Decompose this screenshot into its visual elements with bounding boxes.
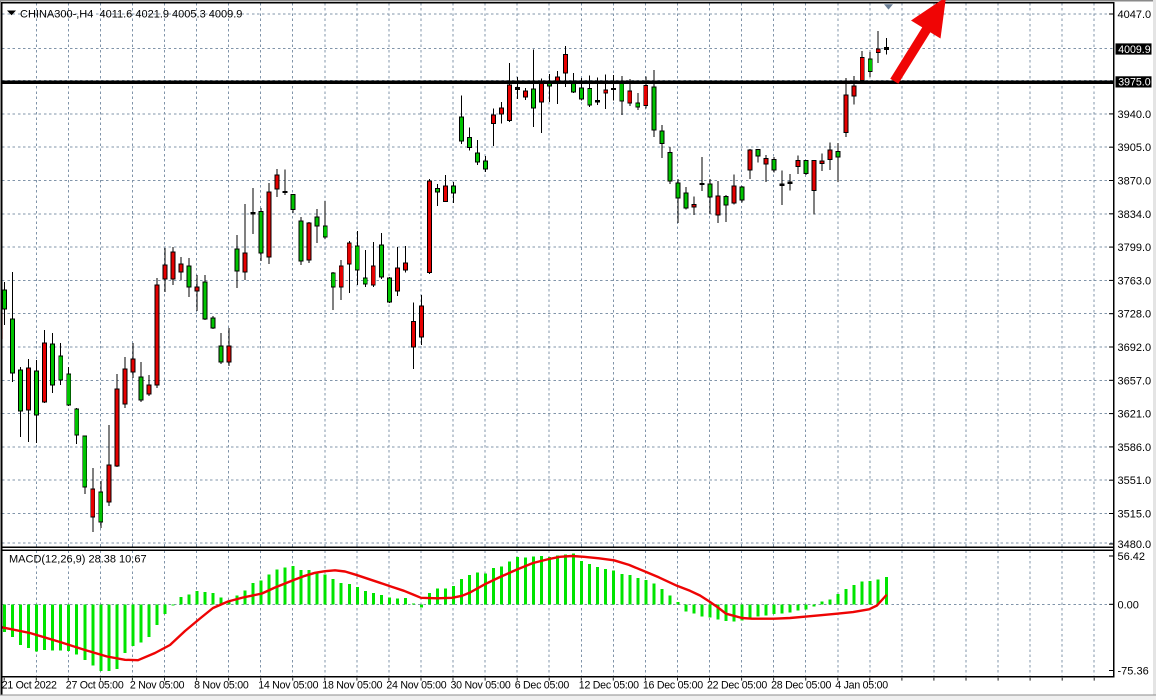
svg-text:27 Oct 05:00: 27 Oct 05:00	[66, 680, 124, 692]
svg-text:2 Nov 05:00: 2 Nov 05:00	[130, 680, 185, 692]
svg-text:3692.0: 3692.0	[1118, 342, 1152, 354]
svg-text:3515.0: 3515.0	[1118, 509, 1152, 521]
svg-text:3799.0: 3799.0	[1118, 242, 1152, 254]
svg-text:3586.0: 3586.0	[1118, 442, 1152, 454]
svg-text:CHINA300-,H4 4011.6 4021.9 40: CHINA300-,H4 4011.6 4021.9 4005.3 4009.9	[20, 9, 242, 21]
svg-text:3551.0: 3551.0	[1118, 475, 1152, 487]
svg-text:4 Jan 05:00: 4 Jan 05:00	[835, 680, 888, 692]
svg-text:6 Dec 05:00: 6 Dec 05:00	[515, 680, 570, 692]
svg-text:21 Oct 2022: 21 Oct 2022	[2, 680, 57, 692]
svg-text:24 Nov 05:00: 24 Nov 05:00	[386, 680, 446, 692]
svg-text:3834.0: 3834.0	[1118, 209, 1152, 221]
svg-text:4047.0: 4047.0	[1118, 9, 1152, 21]
svg-text:4009.9: 4009.9	[1118, 44, 1151, 56]
svg-text:3480.0: 3480.0	[1118, 539, 1152, 551]
svg-text:3657.0: 3657.0	[1118, 375, 1152, 387]
svg-text:8 Nov 05:00: 8 Nov 05:00	[194, 680, 249, 692]
svg-text:3940.0: 3940.0	[1118, 109, 1152, 121]
svg-text:56.42: 56.42	[1118, 551, 1146, 563]
svg-text:18 Nov 05:00: 18 Nov 05:00	[322, 680, 382, 692]
svg-text:12 Dec 05:00: 12 Dec 05:00	[579, 680, 639, 692]
svg-text:3763.0: 3763.0	[1118, 275, 1152, 287]
svg-text:30 Nov 05:00: 30 Nov 05:00	[451, 680, 511, 692]
svg-text:-75.36: -75.36	[1118, 666, 1149, 678]
svg-text:16 Dec 05:00: 16 Dec 05:00	[643, 680, 703, 692]
svg-text:3905.0: 3905.0	[1118, 142, 1152, 154]
svg-text:3621.0: 3621.0	[1118, 409, 1152, 421]
svg-text:28 Dec 05:00: 28 Dec 05:00	[771, 680, 831, 692]
svg-text:3870.0: 3870.0	[1118, 176, 1152, 188]
svg-text:3975.0: 3975.0	[1118, 77, 1151, 89]
svg-text:0.00: 0.00	[1118, 599, 1139, 611]
svg-text:MACD(12,26,9) 28.38 10.67: MACD(12,26,9) 28.38 10.67	[9, 554, 147, 566]
svg-text:14 Nov 05:00: 14 Nov 05:00	[258, 680, 318, 692]
svg-text:3728.0: 3728.0	[1118, 309, 1152, 321]
svg-text:22 Dec 05:00: 22 Dec 05:00	[707, 680, 767, 692]
